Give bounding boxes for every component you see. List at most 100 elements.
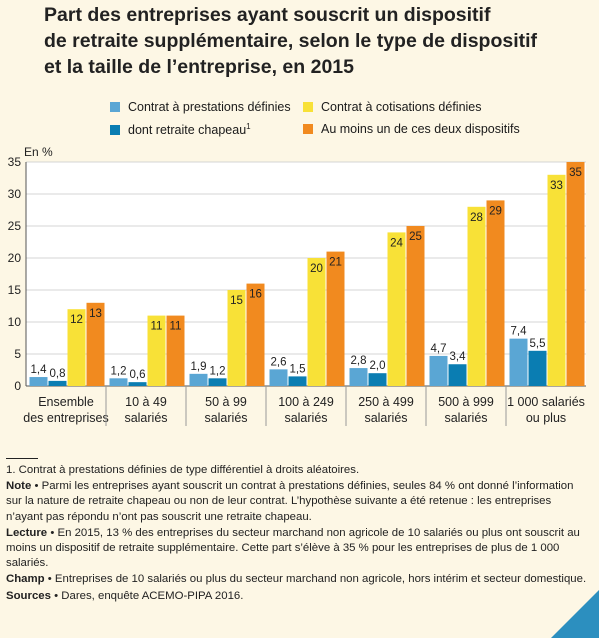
note-label: Note (6, 480, 32, 493)
chart-title: Part des entreprises ayant souscrit un d… (44, 2, 584, 80)
bar (387, 232, 406, 386)
bar (166, 315, 185, 386)
note-text: • Parmi les entreprises ayant souscrit u… (6, 480, 574, 523)
bar (48, 380, 67, 386)
bar (147, 315, 166, 386)
data-label: 2,0 (370, 360, 386, 372)
sources-text: • Dares, enquête ACEMO-PIPA 2016. (50, 589, 244, 602)
bar (307, 258, 326, 386)
champ-text: • Entreprises de 10 salariés ou plus du … (44, 573, 587, 586)
data-label: 3,4 (450, 351, 467, 363)
note-paragraph: Note • Parmi les entreprises ayant sousc… (6, 479, 591, 525)
data-label: 1,5 (290, 363, 306, 375)
data-label: 1,2 (210, 365, 226, 377)
data-label: 11 (151, 321, 163, 333)
y-tick-label: 30 (8, 187, 22, 201)
data-label: 1,9 (191, 361, 207, 373)
legend-swatch-cotisations (303, 102, 313, 112)
legend-label-chapeau: dont retraite chapeau (128, 123, 247, 138)
x-tick-label: 10 à 49 (125, 395, 167, 409)
legend-swatch-prestations (110, 102, 120, 112)
data-label: 2,8 (351, 355, 367, 367)
x-tick-label: salariés (364, 411, 407, 425)
bar (189, 373, 208, 386)
lecture-paragraph: Lecture • En 2015, 13 % des entreprises … (6, 526, 591, 572)
y-tick-label: 10 (8, 315, 22, 329)
footnote-1: 1. Contrat à prestations définies de typ… (6, 464, 360, 476)
data-label: 2,6 (271, 356, 287, 368)
corner-decoration (551, 590, 599, 638)
lecture-text: • En 2015, 13 % des entreprises du secte… (6, 526, 580, 570)
bar (67, 309, 86, 386)
y-tick-label: 5 (14, 347, 21, 361)
notes-block: 1. Contrat à prestations définies de typ… (6, 458, 591, 605)
bar (288, 376, 307, 386)
data-label: 15 (230, 295, 243, 307)
legend-swatch-au-moins (303, 124, 313, 134)
x-tick-label: 500 à 999 (438, 395, 494, 409)
data-label: 4,7 (431, 343, 447, 355)
bar (109, 378, 128, 386)
title-line-3: et la taille de l’entreprise, en 2015 (44, 56, 354, 78)
data-label: 5,5 (530, 338, 546, 350)
title-line-1: Part des entreprises ayant souscrit un d… (44, 4, 491, 26)
lecture-label: Lecture (6, 526, 48, 539)
x-tick-label: 1 000 salariés (507, 395, 585, 409)
bar (486, 200, 505, 386)
y-tick-label: 20 (8, 251, 22, 265)
data-label: 16 (249, 289, 262, 301)
y-tick-label: 35 (8, 155, 22, 169)
title-line-2: de retraite supplémentaire, selon le typ… (44, 30, 538, 52)
legend: Contrat à prestations définies Contrat à… (0, 95, 599, 141)
data-label: 21 (329, 257, 342, 269)
data-label: 28 (470, 212, 483, 224)
x-tick-label: salariés (444, 411, 487, 425)
x-tick-label: 100 à 249 (278, 395, 334, 409)
bar (429, 355, 448, 386)
data-label: 24 (390, 237, 403, 249)
data-label: 0,8 (50, 368, 66, 380)
data-label: 11 (170, 321, 182, 333)
bar (566, 162, 585, 386)
sources-paragraph: Sources • Dares, enquête ACEMO-PIPA 2016… (6, 589, 591, 604)
y-tick-label: 25 (8, 219, 22, 233)
bar (528, 350, 547, 386)
x-tick-label: Ensemble (38, 395, 94, 409)
bar (547, 174, 566, 386)
bar (227, 290, 246, 386)
data-label: 0,6 (130, 369, 146, 381)
bar (29, 377, 48, 386)
bar (467, 206, 486, 386)
bar (406, 226, 425, 386)
x-tick-label: salariés (204, 411, 247, 425)
bar (326, 251, 345, 386)
bar (128, 382, 147, 386)
data-label: 13 (89, 308, 102, 320)
data-label: 1,2 (111, 365, 127, 377)
data-label: 20 (310, 263, 323, 275)
x-tick-label: des entreprises (23, 411, 108, 425)
x-tick-label: salariés (124, 411, 167, 425)
bar (509, 338, 528, 386)
y-axis-label: En % (24, 145, 53, 159)
y-tick-label: 0 (14, 379, 21, 393)
data-label: 1,4 (31, 364, 48, 376)
x-tick-label: ou plus (526, 411, 566, 425)
x-tick-label: salariés (284, 411, 327, 425)
footnote-rule (6, 458, 38, 459)
data-label: 35 (569, 167, 582, 179)
legend-item-au-moins: Au moins un de ces deux dispositifs (303, 122, 520, 136)
legend-label-prestations: Contrat à prestations définies (128, 100, 291, 114)
legend-label-cotisations: Contrat à cotisations définies (321, 100, 482, 114)
y-tick-label: 15 (8, 283, 22, 297)
bar (246, 283, 265, 386)
bar (349, 368, 368, 386)
data-label: 29 (489, 205, 502, 217)
champ-paragraph: Champ • Entreprises de 10 salariés ou pl… (6, 572, 591, 587)
legend-item-cotisations: Contrat à cotisations définies (303, 100, 482, 114)
bar (269, 369, 288, 386)
legend-item-prestations: Contrat à prestations définies (110, 100, 291, 114)
bar (208, 378, 227, 386)
sources-label: Sources (6, 589, 51, 602)
legend-footnote-mark: 1 (246, 122, 251, 131)
